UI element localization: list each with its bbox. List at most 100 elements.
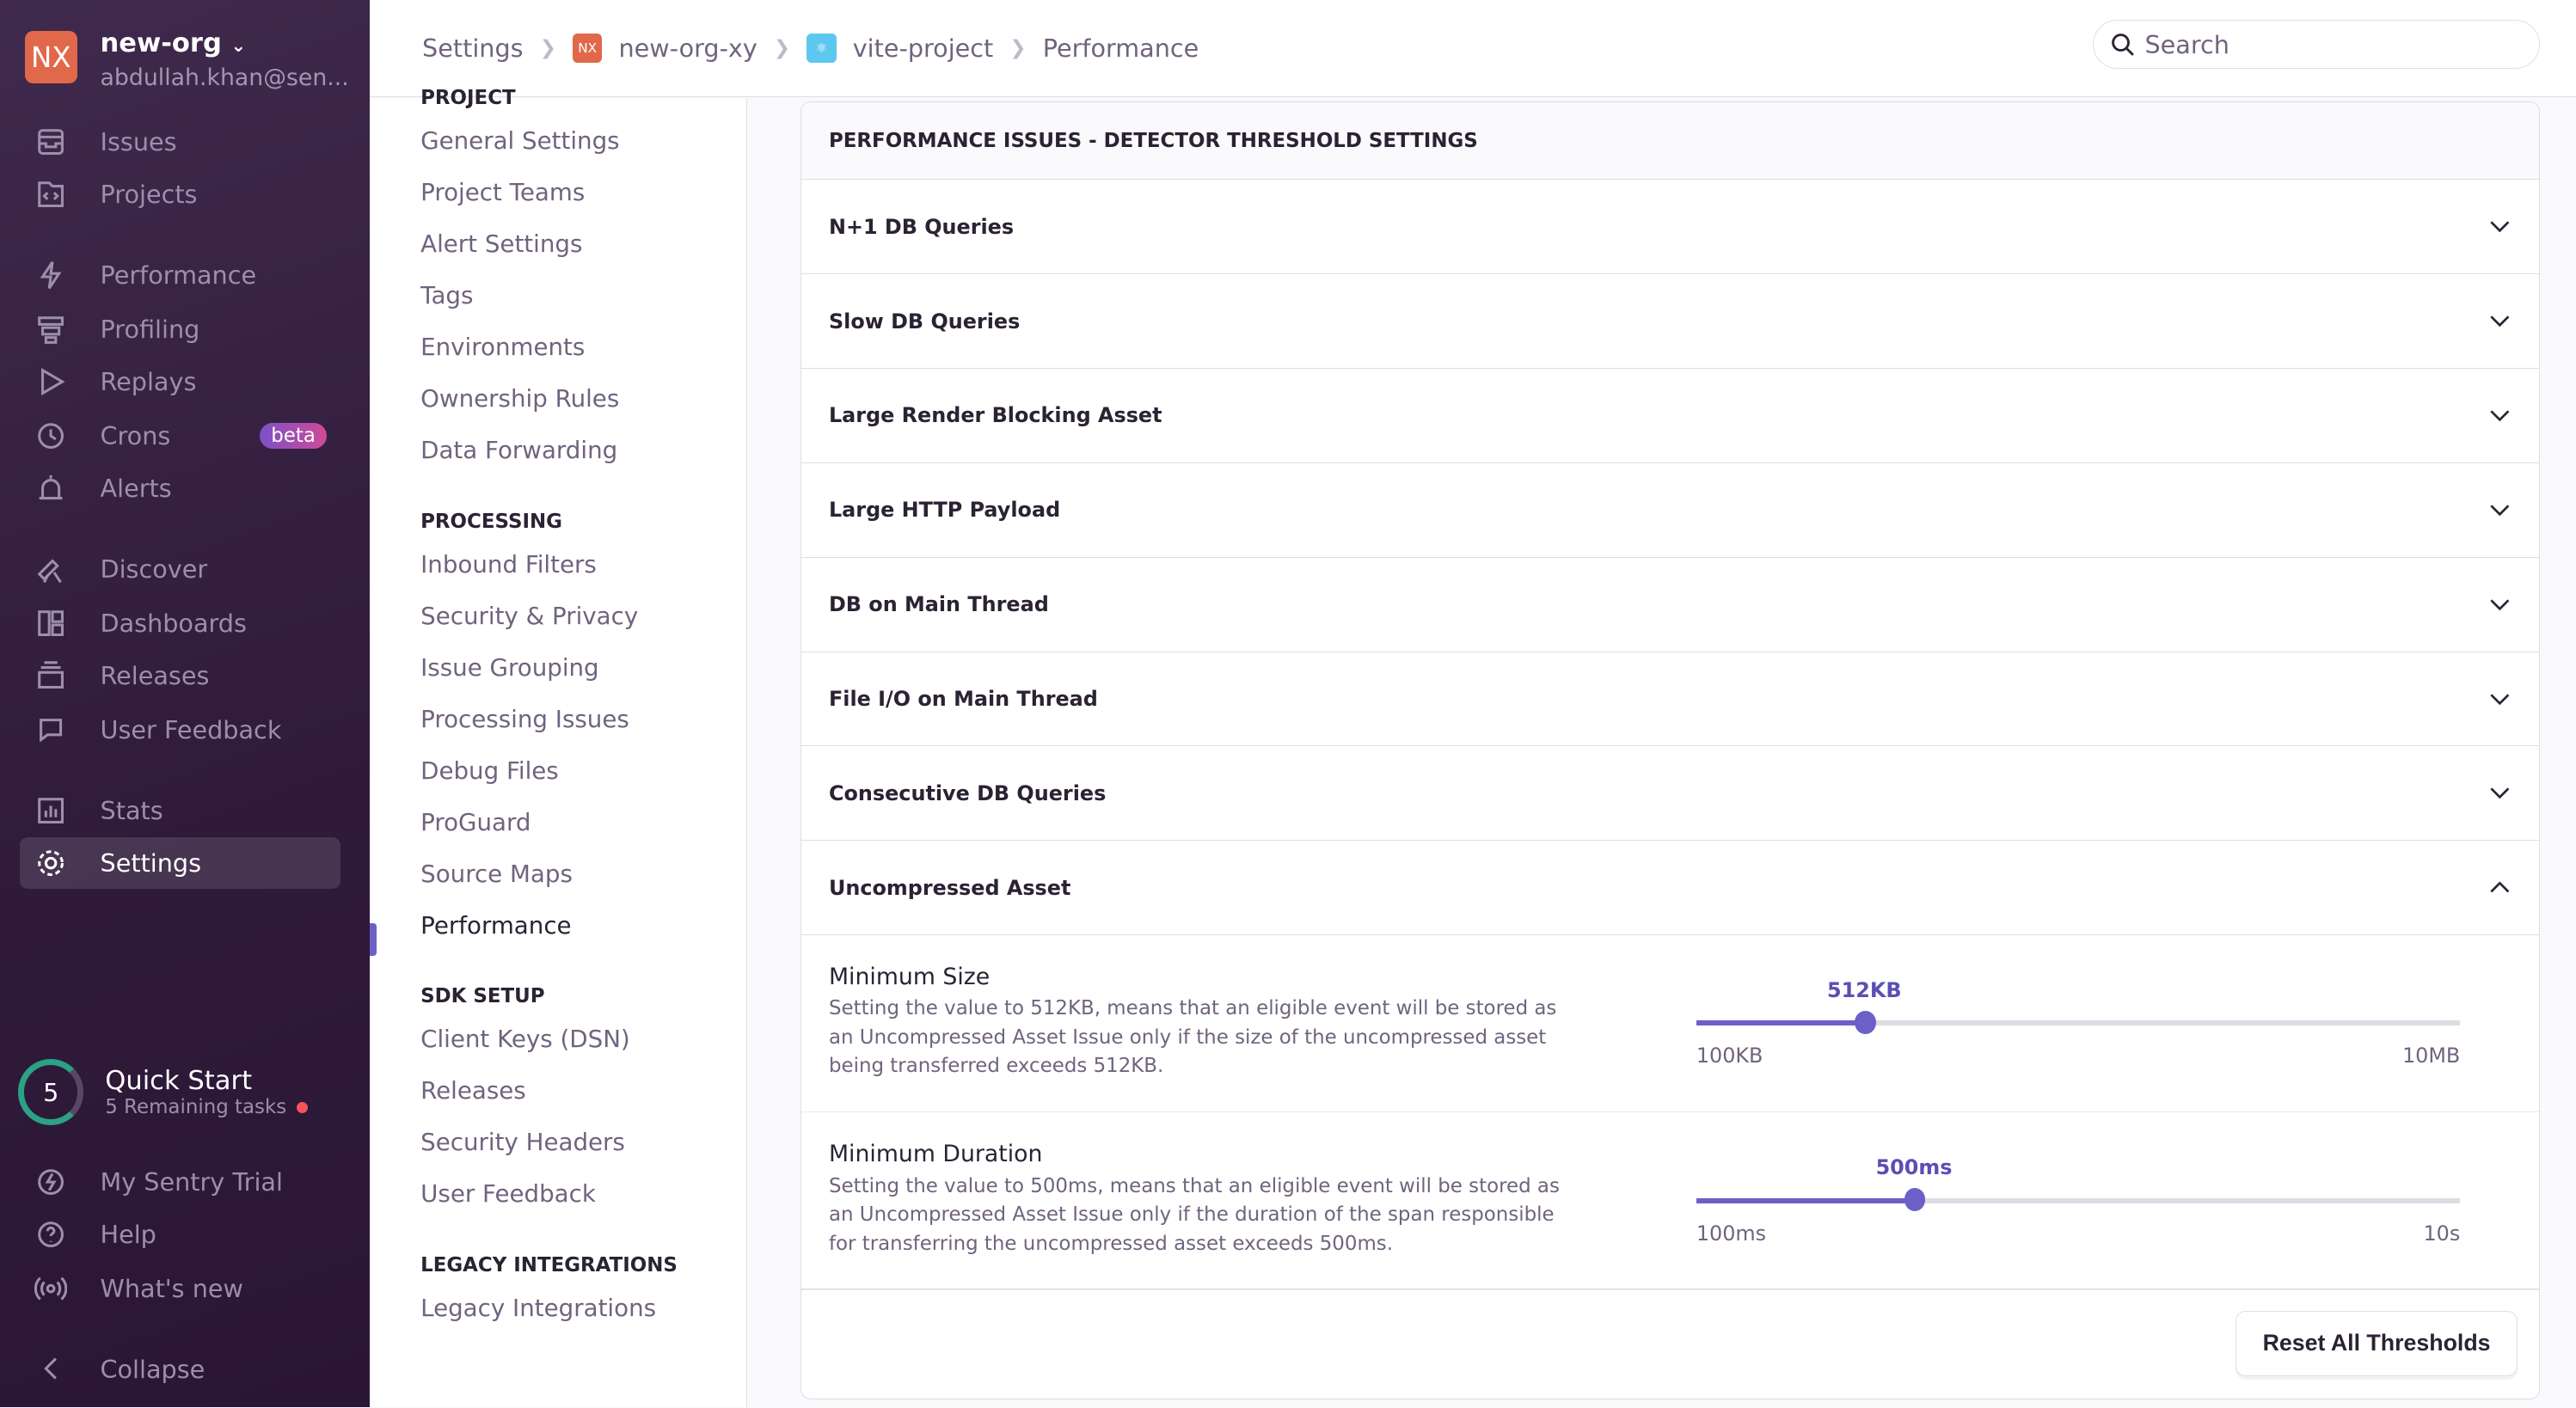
sidebar-item-label: Crons xyxy=(100,421,171,451)
sidebar-item-label: What's new xyxy=(100,1273,243,1303)
chevron-down-icon xyxy=(2490,694,2510,705)
quick-start-progress: 5 xyxy=(18,1059,84,1125)
accordion-label: Consecutive DB Queries xyxy=(828,781,1107,805)
slider-thumb[interactable] xyxy=(1904,1188,1926,1212)
threshold-field: Minimum Size Setting the value to 512KB, … xyxy=(800,935,2539,1113)
breadcrumb-org[interactable]: new-org-xy xyxy=(618,33,757,63)
org-name: new-org xyxy=(100,28,222,59)
nav-item-issue-grouping[interactable]: Issue Grouping xyxy=(420,652,599,682)
issues-icon xyxy=(38,129,64,156)
search-placeholder: Search xyxy=(2144,29,2229,59)
breadcrumb-current: Performance xyxy=(1042,33,1199,63)
nav-item-inbound-filters[interactable]: Inbound Filters xyxy=(420,549,597,579)
sidebar-item-what-s-new[interactable]: What's new xyxy=(20,1263,340,1313)
feedback-icon xyxy=(40,719,63,743)
accordion-label: Large HTTP Payload xyxy=(828,498,1061,523)
chevron-right-icon: ❯ xyxy=(539,36,556,59)
threshold-slider[interactable]: 500ms 100ms 10s xyxy=(1696,1112,2461,1289)
quick-start[interactable]: 5 Quick Start 5 Remaining tasks xyxy=(18,1059,308,1125)
accordion-row[interactable]: Large Render Blocking Asset xyxy=(800,369,2539,463)
sidebar-item-issues[interactable]: Issues xyxy=(20,117,340,168)
gear-icon xyxy=(38,850,64,876)
slider-fill xyxy=(1696,1197,1915,1203)
accordion-label: Large Render Blocking Asset xyxy=(828,403,1162,428)
sidebar-item-discover[interactable]: Discover xyxy=(20,543,340,594)
sidebar-item-my-sentry-trial[interactable]: My Sentry Trial xyxy=(20,1156,340,1207)
nav-heading: PROJECT xyxy=(420,87,516,110)
sidebar-item-dashboards[interactable]: Dashboards xyxy=(20,597,340,648)
nav-item-ownership-rules[interactable]: Ownership Rules xyxy=(420,384,620,413)
sidebar-item-performance[interactable]: Performance xyxy=(20,249,340,300)
sidebar-item-settings[interactable]: Settings xyxy=(19,837,340,889)
org-switcher[interactable]: NX new-org ⌄ abdullah.khan@sen... xyxy=(24,28,349,91)
slider-track[interactable] xyxy=(1696,1197,2461,1203)
performance-icon xyxy=(40,260,62,290)
sidebar-item-releases[interactable]: Releases xyxy=(20,651,340,701)
slider-fill xyxy=(1696,1020,1865,1026)
nav-item-releases[interactable]: Releases xyxy=(420,1076,526,1105)
sidebar-item-label: Projects xyxy=(100,180,198,210)
chevron-down-icon xyxy=(2490,410,2510,422)
accordion-row[interactable]: Consecutive DB Queries xyxy=(800,746,2539,842)
chevron-down-icon xyxy=(2490,787,2510,799)
chevron-up-icon xyxy=(2490,881,2510,893)
sidebar-item-help[interactable]: Help xyxy=(20,1209,340,1259)
sidebar-item-collapse[interactable]: Collapse xyxy=(20,1344,340,1394)
nav-item-performance[interactable]: Performance xyxy=(420,910,572,940)
nav-item-proguard[interactable]: ProGuard xyxy=(420,807,531,836)
nav-item-user-feedback[interactable]: User Feedback xyxy=(420,1179,596,1209)
sidebar-item-label: Settings xyxy=(100,848,202,878)
nav-item-security-privacy[interactable]: Security & Privacy xyxy=(420,601,639,630)
active-indicator xyxy=(369,922,377,956)
accordion-row[interactable]: DB on Main Thread xyxy=(800,558,2539,652)
nav-item-alert-settings[interactable]: Alert Settings xyxy=(420,230,583,259)
nav-item-debug-files[interactable]: Debug Files xyxy=(420,756,559,785)
accordion-uncompressed-asset[interactable]: Uncompressed Asset xyxy=(800,841,2539,936)
slider-thumb[interactable] xyxy=(1854,1011,1876,1034)
nav-item-legacy-integrations[interactable]: Legacy Integrations xyxy=(420,1293,657,1322)
sidebar-item-label: User Feedback xyxy=(100,715,282,745)
nav-item-project-teams[interactable]: Project Teams xyxy=(420,178,586,207)
nav-item-environments[interactable]: Environments xyxy=(420,333,586,362)
sidebar-item-alerts[interactable]: Alerts xyxy=(20,463,340,514)
react-icon: ⚛ xyxy=(807,33,837,64)
settings-nav: PROJECT General Settings Project Teams Aler… xyxy=(369,87,748,1408)
accordion-label: Slow DB Queries xyxy=(828,309,1021,334)
nav-item-data-forwarding[interactable]: Data Forwarding xyxy=(420,436,618,465)
breadcrumb-settings[interactable]: Settings xyxy=(422,33,524,63)
nav-item-general-settings[interactable]: General Settings xyxy=(420,126,620,156)
chevron-down-icon xyxy=(2490,505,2510,517)
search-input[interactable]: Search xyxy=(2093,19,2540,70)
nav-item-client-keys-dsn-[interactable]: Client Keys (DSN) xyxy=(420,1025,630,1054)
accordion-row[interactable]: File I/O on Main Thread xyxy=(800,652,2539,747)
nav-item-processing-issues[interactable]: Processing Issues xyxy=(420,704,629,733)
nav-item-source-maps[interactable]: Source Maps xyxy=(420,859,573,888)
accordion-row[interactable]: Slow DB Queries xyxy=(800,274,2539,369)
broadcast-icon xyxy=(34,1276,68,1301)
accordion-label: Uncompressed Asset xyxy=(828,875,1071,900)
accordion-row[interactable]: N+1 DB Queries xyxy=(800,180,2539,275)
sidebar-item-stats[interactable]: Stats xyxy=(20,785,340,836)
nav-item-tags[interactable]: Tags xyxy=(420,281,474,310)
slider-track[interactable] xyxy=(1696,1020,2461,1026)
sidebar-item-user-feedback[interactable]: User Feedback xyxy=(20,705,340,756)
nav-item-security-headers[interactable]: Security Headers xyxy=(420,1128,625,1157)
accordion-row[interactable]: Large HTTP Payload xyxy=(800,463,2539,558)
sidebar-item-label: Discover xyxy=(100,554,208,585)
org-icon: NX xyxy=(572,33,603,64)
slider-value: 512KB xyxy=(1827,977,1902,1002)
sidebar-item-label: Dashboards xyxy=(100,609,247,639)
reset-all-thresholds-button[interactable]: Reset All Thresholds xyxy=(2236,1310,2518,1377)
sidebar-item-profiling[interactable]: Profiling xyxy=(20,303,340,354)
slider-min: 100ms xyxy=(1696,1221,1767,1246)
sidebar-item-label: My Sentry Trial xyxy=(100,1166,283,1197)
search-icon xyxy=(2112,34,2135,57)
chevron-right-icon: ❯ xyxy=(773,36,791,59)
breadcrumb-project[interactable]: vite-project xyxy=(852,33,994,63)
chevron-down-icon xyxy=(2490,599,2510,611)
sidebar-item-projects[interactable]: Projects xyxy=(20,169,340,220)
sidebar-item-label: Releases xyxy=(100,661,210,691)
sidebar-item-crons[interactable]: Crons beta xyxy=(20,411,340,462)
threshold-slider[interactable]: 512KB 100KB 10MB xyxy=(1696,935,2461,1111)
sidebar-item-replays[interactable]: Replays xyxy=(20,357,340,407)
